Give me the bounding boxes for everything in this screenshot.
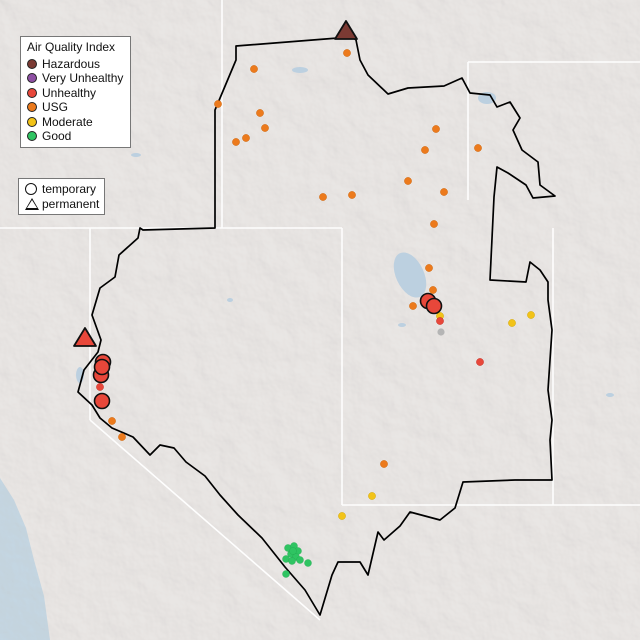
monitor-type-legend: temporary permanent — [18, 178, 105, 215]
legend-item-very-unhealthy: Very Unhealthy — [27, 71, 130, 86]
legend-item-unhealthy: Unhealthy — [27, 86, 130, 101]
legend-label: Moderate — [42, 114, 93, 129]
monitors — [73, 20, 535, 578]
circle-icon — [25, 183, 37, 196]
legend-item-moderate: Moderate — [27, 115, 130, 130]
unhealthy-permanent-monitor — [73, 327, 97, 347]
unhealthy-temporary-monitors — [92, 292, 443, 410]
very-unhealthy-swatch — [27, 73, 37, 84]
unhealthy-small-monitors — [96, 317, 484, 391]
usg-monitors — [108, 49, 482, 468]
region-boundary — [77, 31, 556, 616]
aqi-legend: Air Quality Index Hazardous Very Unhealt… — [20, 36, 131, 148]
legend-label: permanent — [42, 196, 100, 211]
good-swatch — [27, 131, 37, 142]
hazardous-swatch — [27, 58, 37, 69]
legend-item-temporary: temporary — [25, 182, 104, 197]
legend-item-usg: USG — [27, 100, 130, 115]
legend-item-hazardous: Hazardous — [27, 57, 130, 72]
triangle-icon — [25, 197, 39, 210]
hazardous-permanent-monitor — [334, 20, 358, 40]
legend-item-good: Good — [27, 129, 130, 144]
legend-item-permanent: permanent — [25, 197, 104, 212]
great-salt-lake — [393, 252, 427, 298]
legend-label: Unhealthy — [42, 85, 97, 100]
legend-label: Hazardous — [42, 56, 101, 71]
state-lines — [0, 0, 640, 621]
usg-swatch — [27, 102, 37, 113]
aqi-legend-title: Air Quality Index — [27, 40, 116, 55]
legend-label: Good — [42, 129, 72, 144]
good-monitors — [282, 542, 312, 578]
legend-label: temporary — [42, 182, 97, 197]
moderate-swatch — [27, 116, 37, 127]
legend-label: USG — [42, 100, 69, 115]
unhealthy-swatch — [27, 87, 37, 98]
legend-label: Very Unhealthy — [42, 71, 124, 86]
